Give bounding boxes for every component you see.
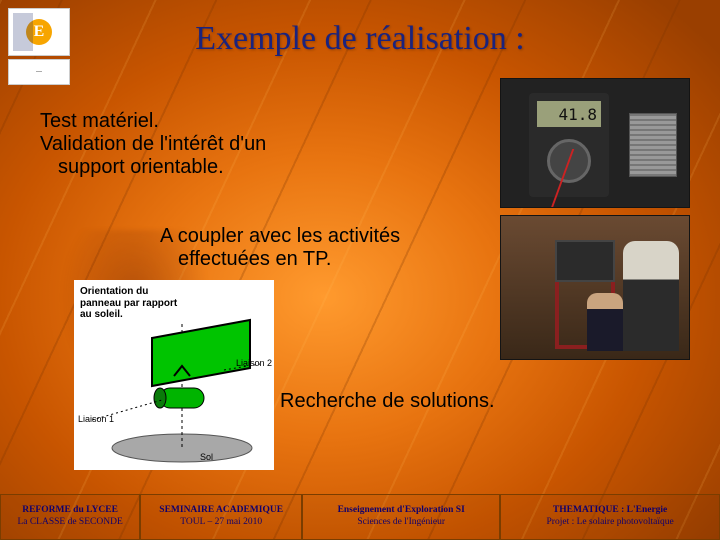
footer-cell-4: THEMATIQUE : L'Energie Projet : Le solai… xyxy=(500,494,720,540)
footer-cell-2: SEMINAIRE ACADEMIQUE TOUL – 27 mai 2010 xyxy=(140,494,302,540)
footer-3-l1: Enseignement d'Exploration SI xyxy=(338,505,465,517)
diagram-label-liaison2: Liaison 2 xyxy=(236,358,272,368)
diagram-panel xyxy=(152,320,250,386)
solar-panel-icon xyxy=(629,113,677,177)
multimeter-reading: 41.8 xyxy=(537,101,601,127)
text-block-1: Test matériel. Validation de l'intérêt d… xyxy=(40,110,380,179)
person-child-icon xyxy=(587,293,623,351)
multimeter-icon: 41.8 xyxy=(529,93,609,197)
footer-cell-3: Enseignement d'Exploration SI Sciences d… xyxy=(302,494,500,540)
logo-bottom-strip: — xyxy=(8,59,70,85)
person-adult-icon xyxy=(623,241,679,351)
footer-1-l2: La CLASSE de SECONDE xyxy=(17,517,122,529)
footer-bar: REFORME du LYCEE La CLASSE de SECONDE SE… xyxy=(0,494,720,540)
footer-2-l2: TOUL – 27 mai 2010 xyxy=(180,517,262,529)
multimeter-dial-icon xyxy=(547,139,591,183)
photo-students xyxy=(500,215,690,360)
diagram-label-liaison1: Liaison 1 xyxy=(78,414,114,424)
footer-4-l2: Projet : Le solaire photovoltaïque xyxy=(547,517,674,529)
footer-cell-1: REFORME du LYCEE La CLASSE de SECONDE xyxy=(0,494,140,540)
slide: E — Exemple de réalisation : Test matéri… xyxy=(0,0,720,540)
block2-line1: A coupler avec les activités xyxy=(160,225,540,248)
text-block-2: A coupler avec les activités effectuées … xyxy=(160,225,540,271)
block1-line1: Test matériel. xyxy=(40,110,380,133)
photo-multimeter: 41.8 xyxy=(500,78,690,208)
block1-line2: Validation de l'intérêt d'un xyxy=(40,133,380,156)
mounted-panel-icon xyxy=(555,240,615,282)
footer-4-l1: THEMATIQUE : L'Energie xyxy=(553,505,667,517)
diagram-svg xyxy=(74,280,274,470)
footer-1-l1: REFORME du LYCEE xyxy=(22,505,118,517)
block1-line3: support orientable. xyxy=(40,156,380,179)
footer-2-l1: SEMINAIRE ACADEMIQUE xyxy=(159,505,283,517)
block2-line2: effectuées en TP. xyxy=(160,248,540,271)
diagram-label-sol: Sol xyxy=(200,452,213,462)
text-block-3: Recherche de solutions. xyxy=(280,390,495,413)
slide-title: Exemple de réalisation : xyxy=(0,20,720,58)
footer-3-l2: Sciences de l'Ingénieur xyxy=(357,517,445,529)
diagram-cylinder xyxy=(154,388,204,408)
orientation-diagram: Orientation du panneau par rapport au so… xyxy=(74,280,274,470)
